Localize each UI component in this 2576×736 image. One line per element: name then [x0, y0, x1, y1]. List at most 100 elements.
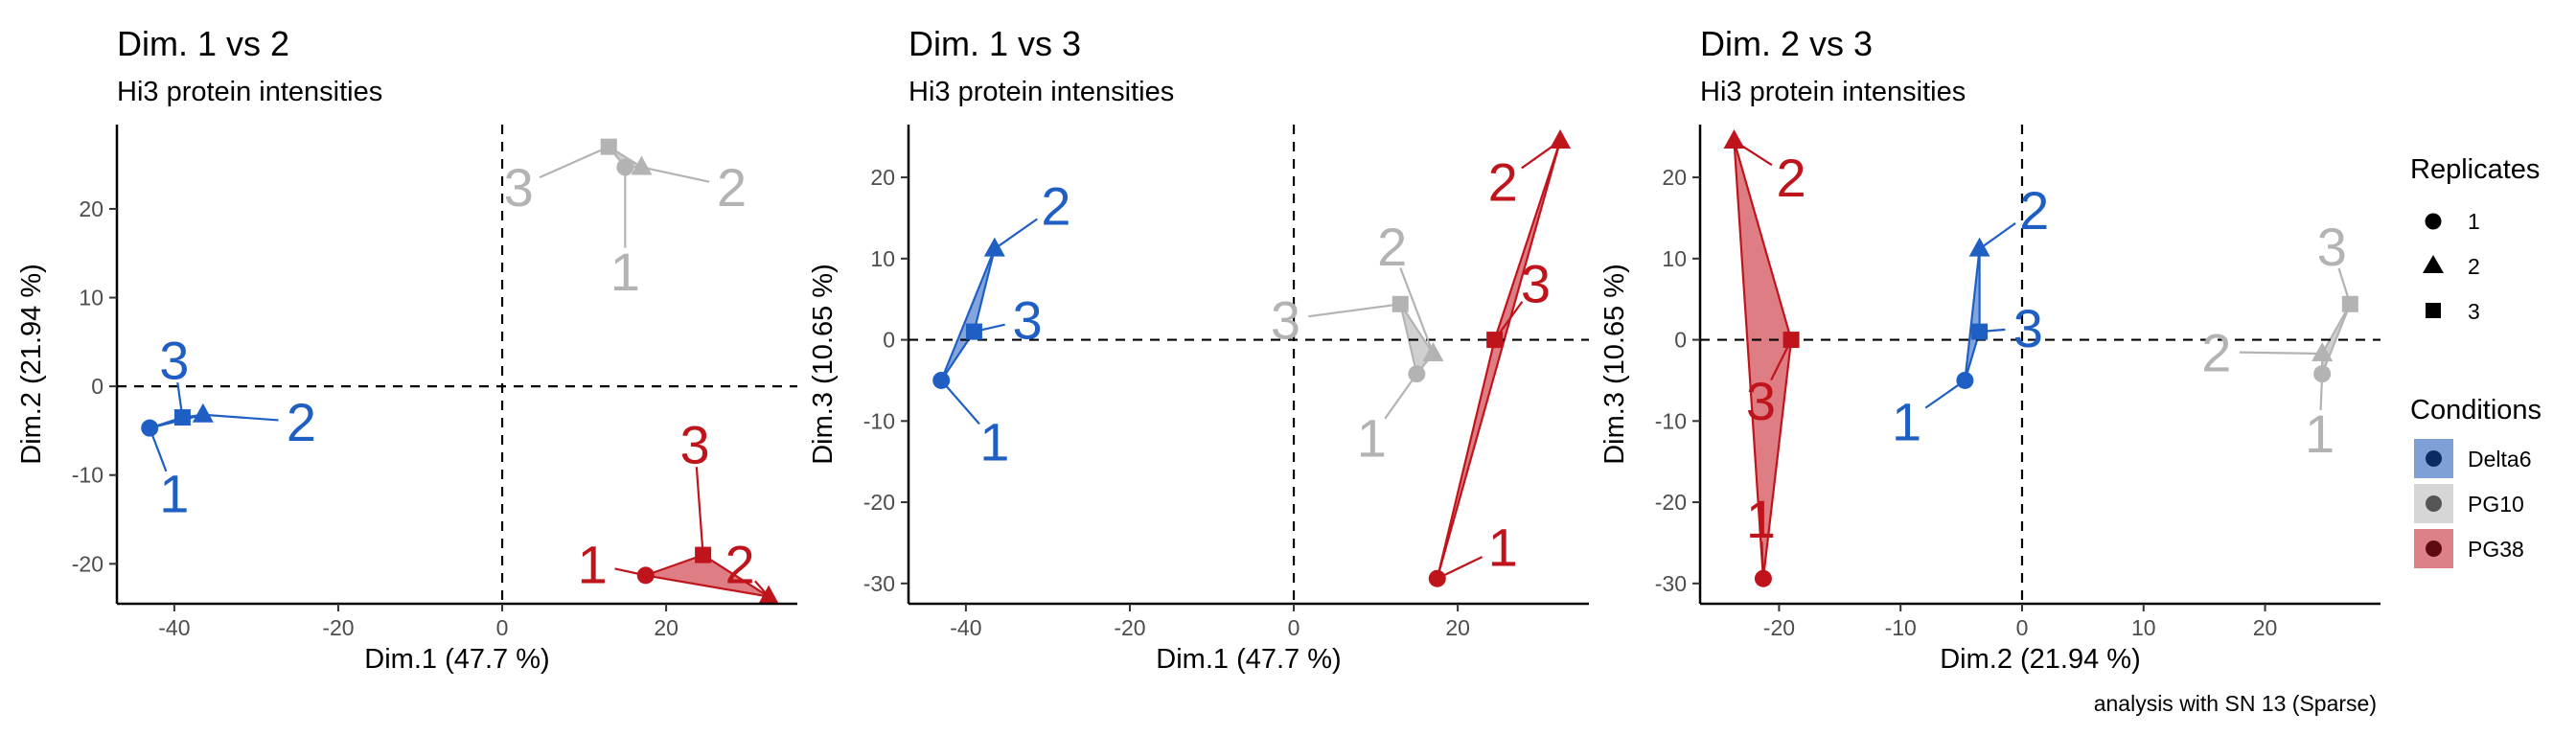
- point-pg10-rep2: [2312, 341, 2334, 361]
- legend-item-delta6: Delta6: [2414, 439, 2531, 478]
- legend-label: 2: [2468, 254, 2480, 279]
- x-tick-label: -20: [1114, 615, 1145, 640]
- point-label-pg10-rep1: 1: [2305, 403, 2334, 464]
- y-axis-label: Dim.3 (10.65 %): [1599, 264, 1630, 465]
- x-tick-label: 0: [2016, 615, 2029, 640]
- square-shape-icon: [2426, 303, 2441, 318]
- y-tick-label: 20: [1662, 165, 1687, 190]
- point-label-pg38-rep1: 1: [1488, 518, 1518, 578]
- chart-panel-3: Dim. 2 vs 3 Hi3 protein intensities 1 2 3 1 2 3…: [1599, 24, 2380, 675]
- point-delta6-rep1: [1956, 371, 1974, 389]
- point-label-pg10-rep1: 1: [1357, 407, 1387, 468]
- point-label-pg38-rep2: 2: [1777, 148, 1806, 208]
- legend-replicates-title: Replicates: [2410, 154, 2540, 185]
- circle-shape-icon: [2426, 495, 2442, 512]
- x-tick-label: 20: [1445, 615, 1470, 640]
- point-label-pg10-rep3: 3: [2317, 217, 2347, 277]
- x-tick-label: -20: [322, 615, 354, 640]
- x-tick-label: 0: [496, 615, 509, 640]
- point-label-pg10-rep2: 2: [1377, 217, 1407, 277]
- point-pg10-rep2: [631, 155, 653, 175]
- legend-label: 3: [2468, 299, 2480, 324]
- point-pg38-rep3: [1782, 332, 1800, 349]
- chart-subtitle: Hi3 protein intensities: [117, 77, 382, 107]
- label-leader-line: [994, 218, 1038, 250]
- label-leader-line: [641, 166, 710, 183]
- point-pg10-rep3: [2341, 295, 2358, 312]
- legend-item-pg10: PG10: [2414, 484, 2524, 523]
- point-label-pg38-rep2: 2: [1488, 151, 1518, 212]
- chart-title: Dim. 1 vs 2: [117, 24, 289, 63]
- legend-item-replicate-3: 3: [2426, 299, 2480, 324]
- y-tick-label: 0: [91, 374, 104, 399]
- point-pg10-rep1: [1408, 365, 1426, 383]
- circle-shape-icon: [2425, 213, 2442, 230]
- hull-pg38: [644, 553, 770, 598]
- point-label-delta6-rep3: 3: [2013, 298, 2043, 358]
- label-leader-line: [1308, 303, 1401, 318]
- point-label-delta6-rep2: 2: [287, 392, 316, 452]
- legend-item-pg38: PG38: [2414, 529, 2524, 568]
- point-pg38-rep1: [636, 566, 655, 585]
- x-tick-label: 0: [1288, 615, 1300, 640]
- legend-item-replicate-1: 1: [2425, 209, 2480, 234]
- y-tick-label: 20: [870, 165, 895, 190]
- point-pg10-rep2: [1422, 341, 1444, 361]
- point-delta6-rep1: [141, 419, 159, 437]
- chart-title: Dim. 1 vs 3: [908, 24, 1081, 63]
- point-pg38-rep2: [1723, 128, 1745, 149]
- point-label-pg10-rep2: 2: [2201, 322, 2231, 382]
- y-tick-label: -20: [1655, 490, 1687, 515]
- y-tick-label: -20: [72, 551, 104, 576]
- y-tick-label: 20: [79, 196, 104, 221]
- y-tick-label: 0: [883, 328, 895, 353]
- y-tick-label: -30: [863, 571, 895, 596]
- point-pg38-rep2: [758, 585, 780, 605]
- point-pg38-rep3: [695, 546, 712, 564]
- point-delta6-rep3: [1971, 323, 1989, 340]
- point-delta6-rep1: [932, 371, 951, 389]
- label-leader-line: [2239, 351, 2323, 356]
- point-pg10-rep1: [2313, 365, 2332, 383]
- legend-label: Delta6: [2468, 447, 2531, 472]
- x-axis-label: Dim.1 (47.7 %): [1156, 644, 1341, 675]
- point-label-pg38-rep3: 3: [679, 414, 709, 474]
- label-leader-line: [1384, 373, 1418, 420]
- y-axis-label: Dim.3 (10.65 %): [808, 264, 839, 465]
- triangle-shape-icon: [2423, 255, 2444, 273]
- point-pg10-rep3: [600, 138, 617, 155]
- legend-label: PG38: [2468, 537, 2524, 562]
- point-delta6-rep2: [1968, 237, 1990, 257]
- x-tick-label: -10: [1885, 615, 1917, 640]
- caption: analysis with SN 13 (Sparse): [2094, 691, 2377, 716]
- label-leader-line: [1399, 267, 1435, 355]
- point-delta6-rep3: [965, 323, 982, 340]
- legend-item-replicate-2: 2: [2423, 254, 2480, 279]
- label-leader-line: [695, 467, 704, 556]
- point-label-delta6-rep2: 2: [1041, 176, 1070, 237]
- hull-pg10: [2321, 303, 2352, 376]
- legend-label: 1: [2468, 209, 2480, 234]
- chart-subtitle: Hi3 protein intensities: [908, 77, 1174, 107]
- point-label-pg38-rep3: 3: [1746, 371, 1776, 431]
- point-pg10-rep1: [616, 158, 634, 176]
- y-tick-label: 10: [79, 286, 104, 310]
- point-delta6-rep3: [173, 409, 191, 426]
- y-tick-label: -20: [863, 490, 895, 515]
- circle-shape-icon: [2426, 540, 2442, 557]
- label-leader-line: [1978, 222, 2016, 250]
- point-label-delta6-rep1: 1: [1892, 391, 1921, 451]
- legend-conditions-title: Conditions: [2410, 395, 2542, 426]
- x-tick-label: 10: [2131, 615, 2156, 640]
- point-label-delta6-rep2: 2: [2019, 180, 2049, 241]
- point-label-delta6-rep3: 3: [1012, 289, 1042, 350]
- x-tick-label: 20: [654, 615, 678, 640]
- legend: Replicates 1 2 3 Conditions Delta6 PG10 …: [2410, 154, 2542, 568]
- point-label-delta6-rep3: 3: [159, 330, 189, 390]
- y-axis-label: Dim.2 (21.94 %): [16, 264, 47, 465]
- point-pg38-rep1: [1428, 569, 1446, 587]
- hull-pg38: [1733, 139, 1793, 580]
- point-label-pg38-rep1: 1: [1746, 489, 1776, 549]
